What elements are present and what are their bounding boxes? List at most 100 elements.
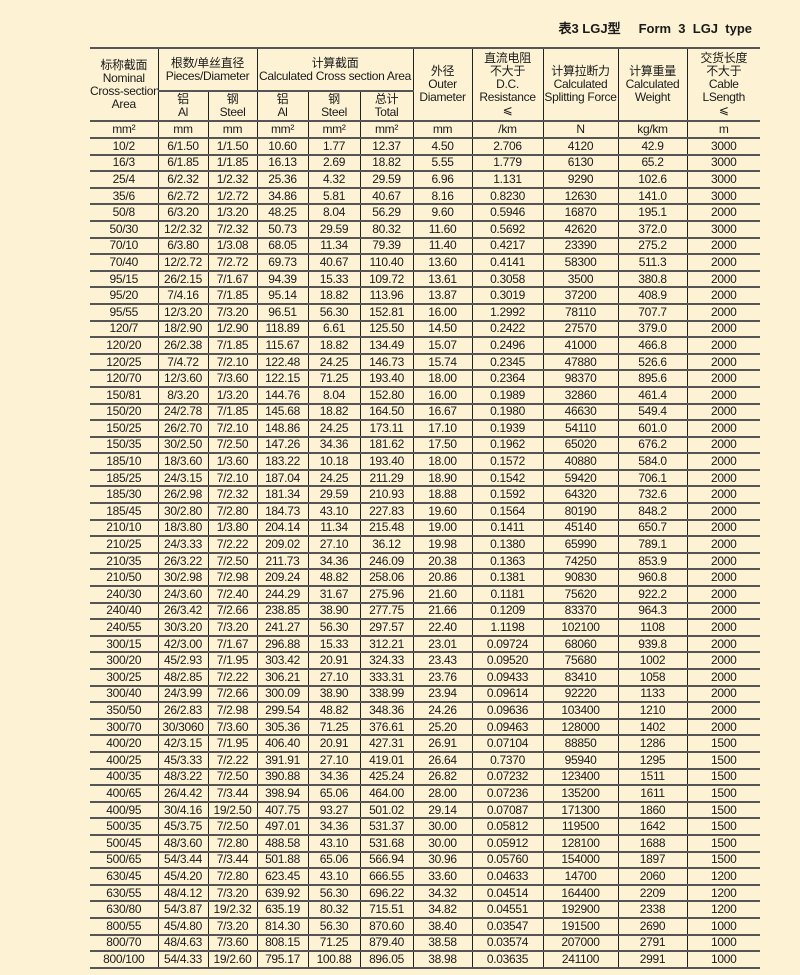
table-cell: 26/3.42 [157, 602, 209, 620]
table-cell: 300/25 [90, 669, 159, 686]
table-cell: 3000 [686, 187, 761, 205]
table-cell: 531.37 [359, 818, 414, 835]
header-cable-length: 交货长度 不大于 Cable LSength ⩽ [686, 48, 761, 121]
unit-cell: mm [207, 121, 258, 138]
table-cell: 10/2 [90, 138, 159, 155]
table-cell: 400/65 [90, 785, 159, 802]
table-cell: 68060 [542, 635, 619, 653]
table-cell: 16870 [542, 204, 619, 221]
table-cell: 20.38 [412, 552, 473, 570]
table-cell: 30/2.50 [157, 436, 209, 454]
table-cell: 26/2.83 [157, 702, 209, 719]
table-cell: 501.02 [359, 801, 414, 819]
table-cell: 102.6 [617, 171, 688, 188]
table-cell: 48/2.85 [157, 669, 209, 686]
table-cell: 7/2.80 [207, 834, 258, 852]
table-cell: 19/2.50 [207, 801, 258, 819]
table-cell: 0.1380 [471, 536, 544, 553]
table-cell: 7/2.98 [207, 569, 258, 587]
table-cell: 33.60 [412, 868, 473, 885]
table-cell: 0.09433 [471, 669, 544, 686]
table-cell: 300/15 [90, 635, 159, 653]
table-cell: 300/70 [90, 718, 159, 736]
header-line: 钢 [226, 92, 239, 106]
table-cell: 13.87 [412, 287, 473, 304]
unit-cell: N [542, 121, 619, 138]
table-cell: 300.09 [256, 685, 309, 703]
table-cell: 1/2.90 [207, 320, 258, 338]
table-cell: 45140 [542, 519, 619, 537]
table-cell: 6/2.32 [157, 171, 209, 188]
table-row: 300/25 48/2.85 7/2.22 306.21 27.10 333.31 23.7… [90, 669, 761, 686]
table-row: 210/25 24/3.33 7/2.22 209.02 27.10 36.12 19.98… [90, 536, 761, 553]
table-row: 800/70 48/4.63 7/3.60 808.15 71.25 879.40 38.5… [90, 934, 761, 952]
table-cell: 30/4.16 [157, 801, 209, 819]
table-cell: 1/2.72 [207, 187, 258, 205]
table-cell: 79.39 [359, 237, 414, 255]
table-cell: 0.09520 [471, 652, 544, 669]
table-row: 300/20 45/2.93 7/1.95 303.42 20.91 324.33 23.4… [90, 652, 761, 669]
table-cell: 150/20 [90, 403, 159, 421]
unit-cell: mm² [359, 121, 414, 138]
table-cell: 7/3.20 [207, 619, 258, 636]
table-cell: 209.24 [256, 569, 309, 587]
table-cell: 71.25 [307, 370, 361, 387]
table-cell: 70/40 [90, 254, 159, 271]
table-row: 400/65 26/4.42 7/3.44 398.94 65.06 464.00 28.0… [90, 785, 761, 802]
table-cell: 19/2.32 [207, 901, 258, 918]
table-cell: 92220 [542, 685, 619, 703]
table-cell: 181.62 [359, 436, 414, 454]
table-cell: 11.40 [412, 237, 473, 255]
table-cell: 7/4.16 [157, 287, 209, 304]
table-cell: 0.3019 [471, 287, 544, 304]
table-cell: 7/2.80 [207, 503, 258, 520]
table-cell: 0.09463 [471, 718, 544, 736]
table-cell: 173.11 [359, 420, 414, 437]
table-cell: 391.91 [256, 751, 309, 769]
table-cell: 211.73 [256, 552, 309, 570]
header-splitting-force: 计算拉断力 Calculated Splitting Force [542, 48, 619, 121]
table-cell: 16.00 [412, 386, 473, 404]
table-cell: 29.59 [359, 171, 414, 188]
table-cell: 8/3.20 [157, 386, 209, 404]
table-cell: 0.05760 [471, 851, 544, 869]
table-cell: 24/3.15 [157, 469, 209, 487]
table-cell: 303.42 [256, 652, 309, 669]
table-cell: 30.00 [412, 818, 473, 835]
table-cell: 15.74 [412, 353, 473, 371]
table-cell: 145.68 [256, 403, 309, 421]
table-cell: 400/20 [90, 735, 159, 752]
header-line: 不大于 [706, 64, 742, 78]
table-cell: 27.10 [307, 669, 361, 686]
table-cell: 7/1.67 [207, 270, 258, 288]
table-cell: 324.33 [359, 652, 414, 669]
table-cell: 0.2364 [471, 370, 544, 387]
table-cell: 0.09614 [471, 685, 544, 703]
table-cell: 531.68 [359, 834, 414, 852]
table-cell: 0.1181 [471, 586, 544, 603]
table-cell: 8.04 [307, 386, 361, 404]
table-cell: 95940 [542, 751, 619, 769]
table-cell: 277.75 [359, 602, 414, 620]
table-cell: 1133 [617, 685, 688, 703]
table-cell: 408.9 [617, 287, 688, 304]
table-cell: 29.59 [307, 220, 361, 238]
header-line: 标称截面 [100, 57, 148, 72]
table-cell: 2000 [686, 386, 761, 404]
table-cell: 19/2.60 [207, 951, 258, 968]
table-cell: 706.1 [617, 469, 688, 487]
table-cell: 210.93 [359, 486, 414, 504]
table-cell: 2000 [686, 503, 761, 520]
table-cell: 7/2.32 [207, 220, 258, 238]
table-cell: 240/40 [90, 602, 159, 620]
table-row: 185/45 30/2.80 7/2.80 184.73 43.10 227.83 19.6… [90, 503, 761, 520]
table-cell: 26.64 [412, 751, 473, 769]
table-cell: 40.67 [359, 187, 414, 205]
table-cell: 187.04 [256, 469, 309, 487]
table-cell: 34.36 [307, 818, 361, 835]
table-cell: 34.36 [307, 768, 361, 786]
table-cell: 1688 [617, 834, 688, 852]
table-cell: 2000 [686, 519, 761, 537]
table-cell: 42/3.00 [157, 635, 209, 653]
header-line: Outer [428, 77, 457, 91]
